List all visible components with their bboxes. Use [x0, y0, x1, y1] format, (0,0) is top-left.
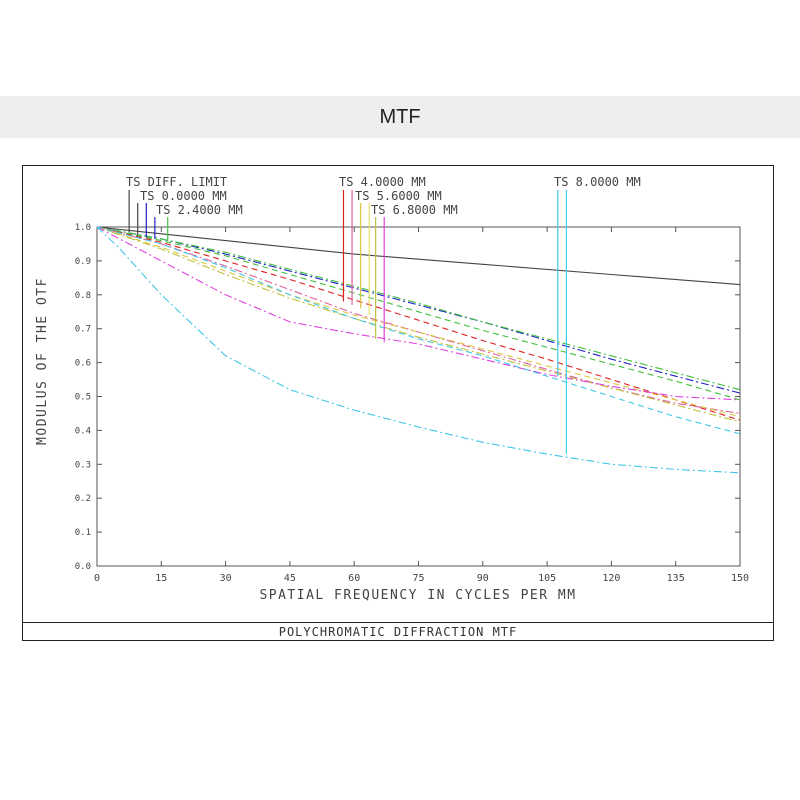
header-bar: MTF [0, 96, 800, 138]
y-tick-label: 0.6 [75, 359, 91, 369]
series-line [96, 226, 741, 421]
series-line [96, 226, 741, 286]
x-tick-label: 105 [538, 573, 556, 584]
x-tick-label: 30 [220, 573, 232, 584]
series-line [96, 226, 741, 391]
y-tick-label: 0.4 [75, 426, 91, 436]
legend-label: TS 8.0000 MM [554, 175, 641, 189]
series-line [96, 226, 741, 401]
y-tick-label: 0.9 [75, 257, 91, 267]
y-tick-label: 0.2 [75, 494, 91, 504]
legend-label: TS 4.0000 MM [339, 175, 426, 189]
x-tick-label: 150 [731, 573, 749, 584]
x-tick-label: 0 [94, 573, 100, 584]
x-tick-label: 45 [284, 573, 296, 584]
legend-label: TS DIFF. LIMIT [126, 175, 227, 189]
y-tick-label: 0.1 [75, 528, 91, 538]
series-line [96, 226, 741, 435]
legend-label: TS 0.0000 MM [140, 189, 227, 203]
y-axis-label: MODULUS OF THE OTF [35, 277, 50, 445]
legend-label: TS 2.4000 MM [156, 203, 243, 217]
x-axis-label: SPATIAL FREQUENCY IN CYCLES PER MM [259, 588, 576, 603]
series-line [96, 226, 741, 401]
x-tick-label: 75 [412, 573, 424, 584]
y-tick-label: 0.7 [75, 325, 91, 335]
y-tick-label: 1.0 [75, 223, 91, 233]
caption-box: POLYCHROMATIC DIFFRACTION MTF [22, 622, 774, 641]
x-tick-label: 120 [602, 573, 620, 584]
series-line [96, 226, 741, 423]
y-tick-label: 0.5 [75, 393, 91, 403]
x-tick-label: 60 [348, 573, 360, 584]
x-tick-label: 135 [667, 573, 685, 584]
x-tick-label: 15 [155, 573, 167, 584]
x-tick-label: 90 [477, 573, 489, 584]
legend-label: TS 6.8000 MM [371, 203, 458, 217]
chart-caption: POLYCHROMATIC DIFFRACTION MTF [278, 624, 518, 639]
y-tick-label: 0.0 [75, 562, 91, 572]
series-line [96, 226, 741, 474]
page-title: MTF [379, 105, 421, 128]
y-tick-label: 0.8 [75, 291, 91, 301]
series-line [96, 226, 741, 418]
y-tick-label: 0.3 [75, 460, 91, 470]
series-line [96, 226, 741, 394]
legend-label: TS 5.6000 MM [355, 189, 442, 203]
